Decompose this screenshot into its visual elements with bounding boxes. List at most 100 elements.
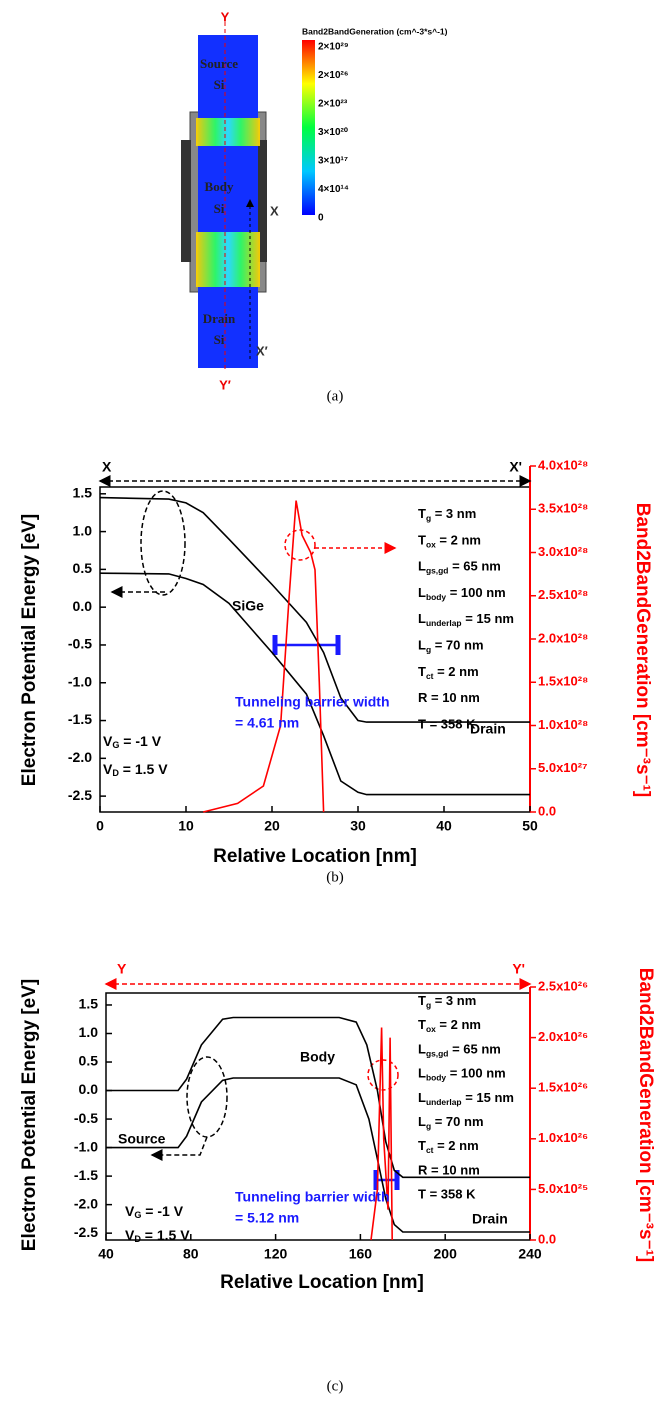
series-line xyxy=(106,1016,530,1179)
y-tick-label: -2.5 xyxy=(74,1224,98,1240)
symbol: L xyxy=(418,1090,426,1105)
colorbar-label: 2×10²⁹ xyxy=(318,42,349,53)
y-tick-label: 0.5 xyxy=(73,560,93,576)
axis-label: Y xyxy=(221,9,230,24)
colorbar-label: 0 xyxy=(318,213,324,224)
annotation: Tunneling barrier width xyxy=(235,694,390,710)
annotation-shapes xyxy=(110,490,400,1190)
y-tick-label: 1.5 xyxy=(73,485,93,501)
parameter: VG = -1 V xyxy=(125,1203,184,1221)
y2-tick-label: 0.0 xyxy=(538,1231,556,1246)
parameter: Tg = 3 nm xyxy=(418,993,476,1010)
rest: = 70 nm xyxy=(431,1114,483,1129)
y-tick-label: -2.0 xyxy=(68,749,92,765)
x-tick-label: 0 xyxy=(96,818,104,834)
parameter: Lunderlap = 15 nm xyxy=(418,612,514,629)
caption: (a) xyxy=(327,388,344,404)
subscript: body xyxy=(426,592,446,602)
parameter: Lgs,gd = 65 nm xyxy=(418,559,501,576)
symbol: L xyxy=(418,1042,426,1057)
top-label: Y xyxy=(117,961,127,977)
caption: (c) xyxy=(327,1378,344,1394)
y-tick-label: 1.0 xyxy=(79,1024,99,1040)
y2-tick-label: 2.0x10²⁶ xyxy=(538,1029,588,1044)
device xyxy=(181,22,315,372)
subscript: underlap xyxy=(426,1097,462,1107)
region-label: Body xyxy=(205,179,234,194)
y-axis-title: Electron Potential Energy [eV] xyxy=(19,514,40,786)
y-tick-label: -2.0 xyxy=(74,1195,98,1211)
colorbar-label: 4×10¹⁴ xyxy=(318,184,349,195)
rest: = 1.5 V xyxy=(119,761,168,777)
region-label: Si xyxy=(214,332,225,347)
parameter: VD = 1.5 V xyxy=(103,761,168,779)
parameter: Lunderlap = 15 nm xyxy=(418,1090,514,1107)
rest: = 65 nm xyxy=(448,1042,500,1057)
y-tick-label: -1.0 xyxy=(74,1138,98,1154)
rest: = 2 nm xyxy=(436,1018,481,1033)
parameter: Tct = 2 nm xyxy=(418,1139,479,1156)
symbol: L xyxy=(418,559,426,574)
colorbar-label: 2×10²³ xyxy=(318,99,348,110)
y2-tick-label: 4.0x10²⁸ xyxy=(538,457,588,472)
y2-tick-label: 3.0x10²⁸ xyxy=(538,544,588,559)
annotation: Tunneling barrier width xyxy=(235,1189,390,1205)
subscript: ox xyxy=(426,540,436,550)
x-tick-label: 120 xyxy=(264,1246,288,1262)
symbol: L xyxy=(418,638,426,653)
series-line xyxy=(99,572,530,796)
symbol: L xyxy=(418,1114,426,1129)
y-tick-label: -1.0 xyxy=(68,673,92,689)
subscript: g xyxy=(426,1000,431,1010)
annotation: Body xyxy=(300,1049,335,1065)
rest: = -1 V xyxy=(119,733,161,749)
axis-label: X xyxy=(270,203,279,218)
parameter: Lg = 70 nm xyxy=(418,1114,484,1131)
parameter: VD = 1.5 V xyxy=(125,1227,190,1245)
rest: = 358 K xyxy=(426,1187,476,1202)
region-label: Si xyxy=(214,201,225,216)
parameter: VG = -1 V xyxy=(103,733,162,751)
x-tick-label: 10 xyxy=(178,818,194,834)
subscript: body xyxy=(426,1073,446,1083)
parameter: Tct = 2 nm xyxy=(418,664,479,681)
series-line xyxy=(106,1077,530,1233)
subscript: gs,gd xyxy=(426,1049,449,1059)
rest: = 1.5 V xyxy=(141,1227,190,1243)
x-tick-label: 40 xyxy=(436,818,452,834)
rest: = 70 nm xyxy=(431,638,483,653)
parameter: T = 358 K xyxy=(418,717,476,732)
y-tick-label: 0.5 xyxy=(79,1053,99,1069)
subscript: underlap xyxy=(426,618,462,628)
symbol: V xyxy=(125,1203,135,1219)
colorbar-title: Band2BandGeneration (cm^-3*s^-1) xyxy=(302,26,448,36)
x-tick-label: 80 xyxy=(183,1246,199,1262)
symbol: T xyxy=(418,533,426,548)
subscript: ox xyxy=(426,1024,436,1034)
y2-tick-label: 3.5x10²⁸ xyxy=(538,501,588,516)
rest: = 10 nm xyxy=(427,691,479,706)
symbol: T xyxy=(418,993,426,1008)
colorbar-label: 3×10¹⁷ xyxy=(318,156,348,167)
subscript: g xyxy=(426,645,431,655)
annotation: = 5.12 nm xyxy=(235,1210,299,1226)
parameter: R = 10 nm xyxy=(418,691,480,706)
top-label: X' xyxy=(509,459,522,475)
symbol: T xyxy=(418,1139,426,1154)
symbol: L xyxy=(418,612,426,627)
y2-tick-label: 2.5x10²⁶ xyxy=(538,978,588,993)
x-tick-label: 40 xyxy=(98,1246,114,1262)
subscript: ct xyxy=(426,671,434,681)
annotation: Drain xyxy=(472,1211,508,1227)
symbol: T xyxy=(418,1187,426,1202)
x-tick-label: 240 xyxy=(518,1246,542,1262)
series-line xyxy=(203,500,325,813)
symbol: V xyxy=(125,1227,135,1243)
rest: = -1 V xyxy=(141,1203,183,1219)
parameter: R = 10 nm xyxy=(418,1163,480,1178)
subscript: g xyxy=(426,513,431,523)
region-label: Si xyxy=(214,77,225,92)
symbol: T xyxy=(418,506,426,521)
symbol: T xyxy=(418,717,426,732)
